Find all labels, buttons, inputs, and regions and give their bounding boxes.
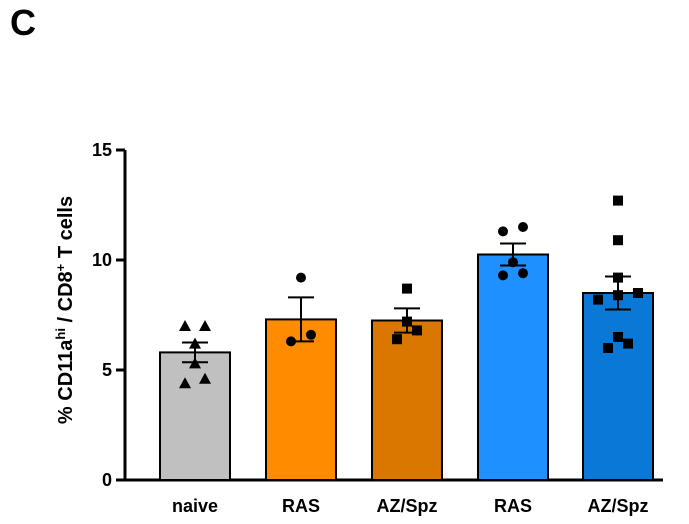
- panel-letter: C: [10, 2, 36, 43]
- data-point-square: [412, 325, 422, 336]
- bar: [582, 292, 654, 481]
- bar: [265, 318, 337, 481]
- data-point-square: [613, 235, 623, 246]
- data-point-circle: [498, 270, 508, 281]
- data-points: [179, 195, 643, 389]
- data-point-square: [402, 316, 412, 327]
- data-point-triangle: [179, 320, 191, 331]
- data-point-circle: [306, 329, 316, 340]
- data-point-square: [392, 334, 402, 345]
- data-point-triangle: [199, 320, 211, 331]
- y-tick-label: 5: [102, 360, 112, 380]
- data-point-square: [603, 343, 613, 353]
- y-tick-label: 10: [92, 250, 112, 270]
- data-point-square: [593, 294, 603, 305]
- data-point-square: [613, 272, 623, 283]
- y-axis-label: % CD11ahi / CD8+ T cells: [53, 196, 78, 424]
- y-ticks: 0 5 10 15: [92, 140, 125, 490]
- data-point-triangle: [179, 377, 191, 389]
- x-tick-label: RAS: [494, 496, 532, 516]
- data-point-square: [613, 195, 623, 206]
- data-point-triangle: [189, 357, 201, 369]
- data-point-circle: [296, 272, 306, 283]
- y-tick-label: 0: [102, 470, 112, 490]
- data-point-circle: [286, 336, 296, 347]
- data-point-triangle: [199, 372, 211, 384]
- x-tick-labels: naive RAS AZ/Spz RAS AZ/Spz: [172, 496, 649, 516]
- bars: [159, 253, 654, 481]
- data-point-triangle: [189, 337, 201, 349]
- x-tick-label: RAS: [282, 496, 320, 516]
- x-tick-label: naive: [172, 496, 218, 516]
- data-point-circle: [498, 226, 508, 237]
- data-point-square: [633, 288, 643, 298]
- bar: [371, 319, 443, 481]
- data-point-square: [623, 338, 633, 349]
- data-point-circle: [508, 257, 518, 268]
- data-point-circle: [518, 268, 528, 279]
- y-tick-label: 15: [92, 140, 112, 160]
- data-point-square: [402, 283, 412, 294]
- x-tick-label: AZ/Spz: [588, 496, 649, 516]
- bar: [477, 253, 549, 481]
- bar: [159, 351, 231, 481]
- data-point-square: [613, 332, 623, 342]
- data-point-square: [613, 290, 623, 301]
- x-tick-label: AZ/Spz: [377, 496, 438, 516]
- data-point-circle: [518, 222, 528, 232]
